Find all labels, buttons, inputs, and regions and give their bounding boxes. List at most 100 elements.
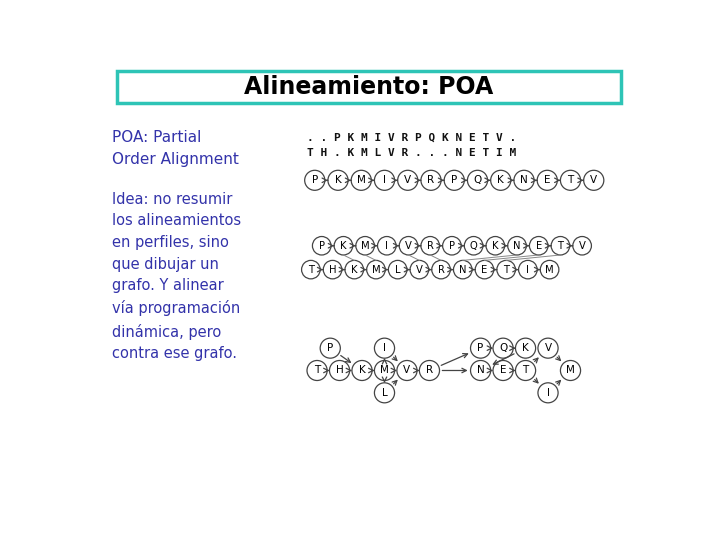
Circle shape [312, 237, 331, 255]
Circle shape [551, 237, 570, 255]
Text: Alineamiento: POA: Alineamiento: POA [244, 75, 494, 99]
Text: M: M [545, 265, 554, 275]
Text: N: N [477, 366, 485, 375]
Text: K: K [492, 241, 498, 251]
Text: T: T [557, 241, 564, 251]
Circle shape [320, 338, 341, 358]
Text: R: R [428, 176, 435, 185]
Circle shape [454, 260, 472, 279]
Circle shape [538, 338, 558, 358]
Circle shape [388, 260, 407, 279]
Text: M: M [357, 176, 366, 185]
Circle shape [584, 170, 604, 190]
Circle shape [508, 237, 526, 255]
Circle shape [397, 361, 417, 381]
Text: R: R [438, 265, 444, 275]
Circle shape [419, 361, 439, 381]
Circle shape [328, 170, 348, 190]
Text: H: H [329, 265, 336, 275]
Text: N: N [520, 176, 528, 185]
Text: M: M [372, 265, 380, 275]
Text: Q: Q [499, 343, 507, 353]
Text: Idea: no resumir
los alineamientos
en perfiles, sino
que dibujar un
grafo. Y ali: Idea: no resumir los alineamientos en pe… [112, 192, 240, 361]
Circle shape [356, 237, 374, 255]
Text: K: K [522, 343, 529, 353]
Text: K: K [340, 241, 346, 251]
Text: K: K [335, 176, 341, 185]
Circle shape [351, 170, 372, 190]
Circle shape [516, 361, 536, 381]
Circle shape [471, 338, 490, 358]
Text: V: V [579, 241, 585, 251]
Circle shape [345, 260, 364, 279]
Circle shape [443, 237, 462, 255]
Text: T: T [314, 366, 320, 375]
Text: I: I [383, 343, 386, 353]
Circle shape [421, 237, 439, 255]
Text: V: V [590, 176, 598, 185]
Circle shape [497, 260, 516, 279]
Circle shape [464, 237, 483, 255]
Circle shape [410, 260, 428, 279]
Text: E: E [536, 241, 542, 251]
Text: M: M [380, 366, 389, 375]
Text: M: M [566, 366, 575, 375]
Text: V: V [404, 176, 411, 185]
Text: R: R [426, 366, 433, 375]
Circle shape [374, 361, 395, 381]
Circle shape [516, 338, 536, 358]
Circle shape [486, 237, 505, 255]
Text: P: P [319, 241, 325, 251]
Text: P: P [477, 343, 484, 353]
Circle shape [352, 361, 372, 381]
Text: T: T [523, 366, 528, 375]
Circle shape [540, 260, 559, 279]
Circle shape [399, 237, 418, 255]
Text: I: I [383, 176, 386, 185]
Text: E: E [544, 176, 551, 185]
Text: R: R [427, 241, 433, 251]
Circle shape [493, 361, 513, 381]
Text: N: N [513, 241, 521, 251]
Text: T: T [308, 265, 314, 275]
Text: K: K [351, 265, 358, 275]
Text: V: V [416, 265, 423, 275]
Circle shape [374, 383, 395, 403]
Text: K: K [498, 176, 504, 185]
Text: E: E [482, 265, 487, 275]
Text: V: V [405, 241, 412, 251]
Text: V: V [403, 366, 410, 375]
Circle shape [432, 260, 451, 279]
Circle shape [537, 170, 557, 190]
Circle shape [560, 170, 580, 190]
Text: P: P [327, 343, 333, 353]
Circle shape [471, 361, 490, 381]
Text: M: M [361, 241, 369, 251]
Circle shape [475, 260, 494, 279]
Circle shape [573, 237, 591, 255]
Text: POA: Partial
Order Alignment: POA: Partial Order Alignment [112, 130, 238, 167]
Circle shape [374, 170, 395, 190]
Text: H: H [336, 366, 343, 375]
Text: P: P [312, 176, 318, 185]
Text: T H . K M L V R . . . N E T I M: T H . K M L V R . . . N E T I M [307, 148, 516, 158]
Text: L: L [395, 265, 400, 275]
Circle shape [560, 361, 580, 381]
Circle shape [377, 237, 396, 255]
Text: N: N [459, 265, 467, 275]
FancyBboxPatch shape [117, 71, 621, 103]
Text: V: V [544, 343, 552, 353]
Text: T: T [503, 265, 509, 275]
Circle shape [421, 170, 441, 190]
Circle shape [397, 170, 418, 190]
Circle shape [334, 237, 353, 255]
Circle shape [529, 237, 548, 255]
Text: L: L [382, 388, 387, 398]
Circle shape [330, 361, 350, 381]
Text: K: K [359, 366, 366, 375]
Circle shape [518, 260, 537, 279]
Circle shape [493, 338, 513, 358]
Circle shape [444, 170, 464, 190]
Circle shape [490, 170, 510, 190]
Circle shape [366, 260, 385, 279]
